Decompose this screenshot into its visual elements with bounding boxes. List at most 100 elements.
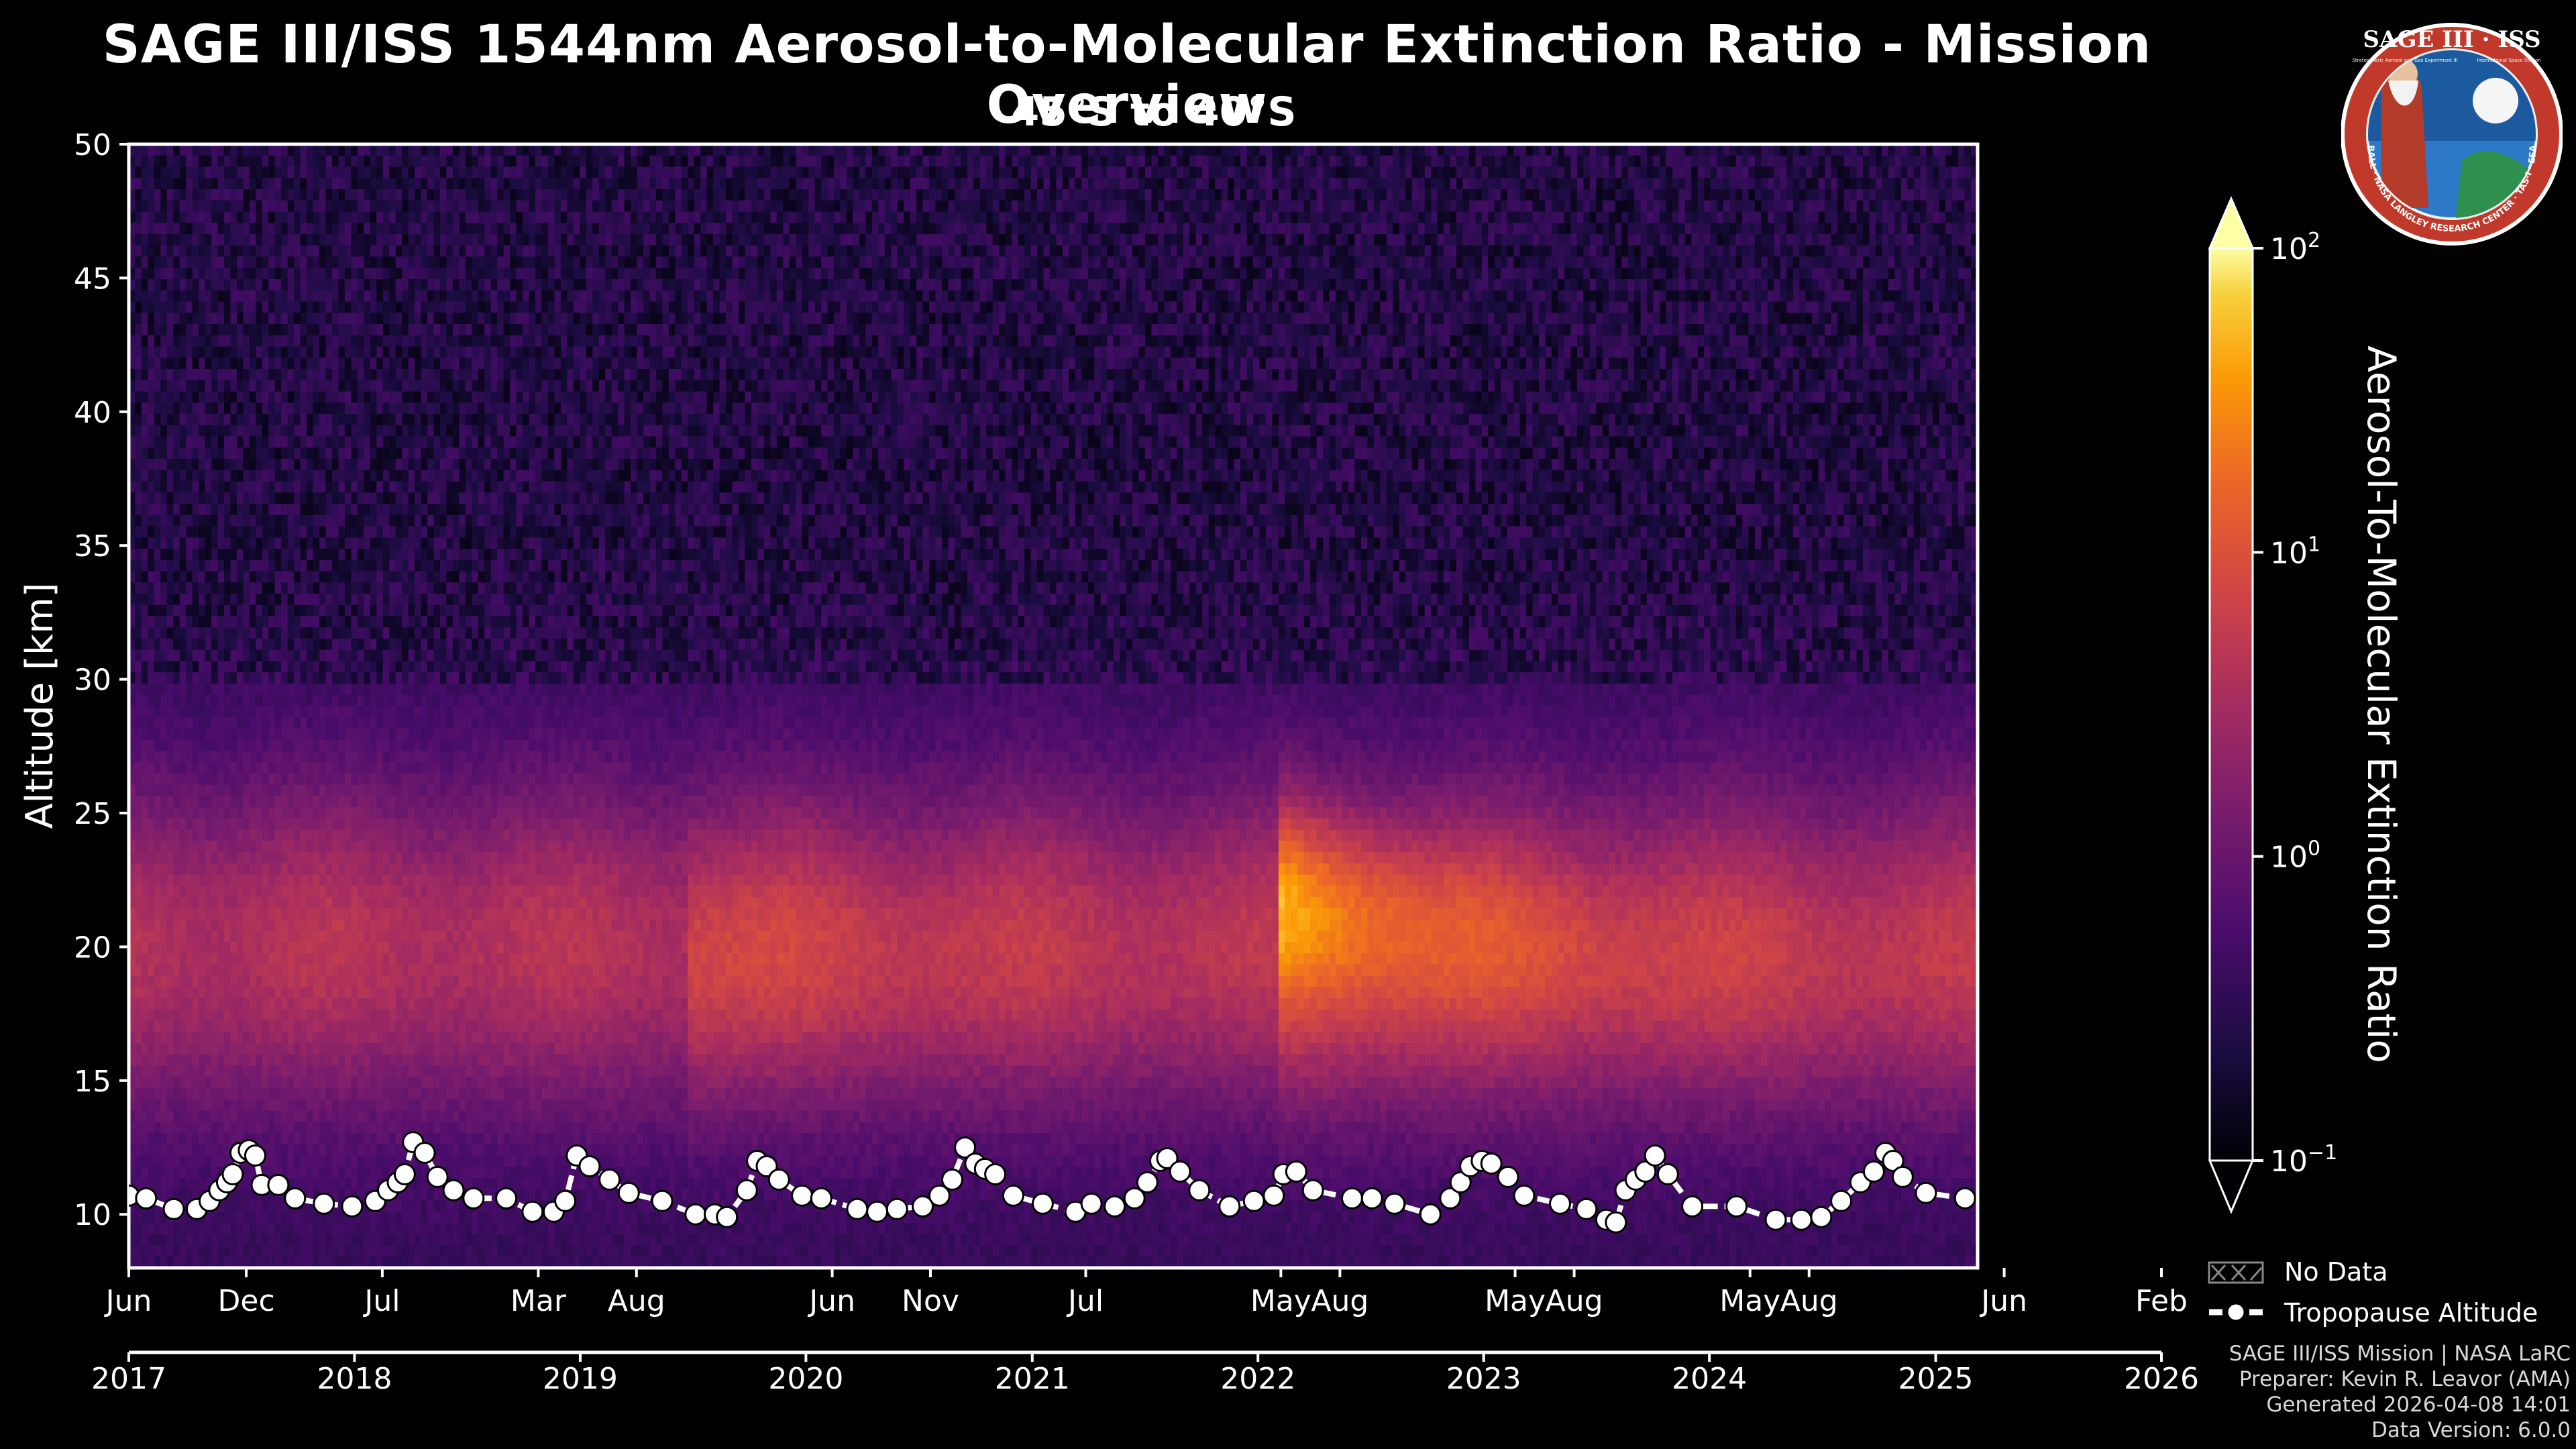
heatmap-cell: [193, 369, 199, 381]
heatmap-cell: [376, 830, 383, 842]
heatmap-cell: [275, 751, 282, 763]
heatmap-cell: [250, 212, 256, 224]
heatmap-cell: [326, 425, 333, 437]
heatmap-cell: [281, 437, 288, 449]
heatmap-cell: [307, 212, 313, 224]
heatmap-cell: [148, 605, 154, 617]
heatmap-cell: [338, 841, 345, 853]
heatmap-cell: [237, 695, 244, 707]
heatmap-cell: [421, 841, 428, 853]
heatmap-cell: [205, 1010, 212, 1022]
heatmap-cell: [224, 167, 231, 179]
heatmap-cell: [294, 447, 301, 460]
heatmap-cell: [364, 234, 370, 246]
heatmap-cell: [427, 572, 434, 584]
heatmap-cell: [262, 144, 269, 156]
heatmap-cell: [180, 582, 186, 594]
heatmap-cell: [135, 302, 142, 314]
heatmap-cell: [351, 447, 358, 460]
heatmap-cell: [427, 706, 434, 718]
heatmap-cell: [205, 1122, 212, 1134]
heatmap-cell: [199, 627, 205, 639]
heatmap-cell: [345, 201, 352, 213]
heatmap-cell: [211, 1156, 218, 1168]
heatmap-cell: [256, 639, 262, 651]
heatmap-cell: [307, 358, 313, 370]
heatmap-cell: [243, 201, 250, 213]
heatmap-cell: [358, 537, 364, 549]
heatmap-cell: [396, 942, 402, 954]
heatmap-cell: [180, 1144, 186, 1157]
heatmap-cell: [243, 1066, 250, 1078]
heatmap-cell: [237, 650, 244, 662]
heatmap-cell: [332, 627, 339, 639]
heatmap-cell: [142, 482, 148, 494]
heatmap-cell: [319, 1021, 326, 1033]
heatmap-cell: [142, 1156, 148, 1168]
heatmap-cell: [268, 189, 275, 201]
heatmap-cell: [301, 729, 307, 741]
heatmap-cell: [218, 515, 225, 527]
heatmap-cell: [396, 830, 402, 842]
heatmap-cell: [186, 886, 193, 898]
heatmap-cell: [402, 437, 409, 449]
heatmap-cell: [402, 223, 409, 235]
heatmap-cell: [173, 863, 180, 875]
heatmap-cell: [218, 223, 225, 235]
heatmap-cell: [218, 762, 225, 774]
heatmap-cell: [402, 290, 409, 303]
heatmap-cell: [135, 639, 142, 651]
heatmap-cell: [262, 335, 269, 347]
heatmap-cell: [415, 863, 421, 875]
heatmap-cell: [288, 886, 294, 898]
heatmap-cell: [434, 897, 441, 909]
heatmap-cell: [345, 1122, 352, 1134]
heatmap-cell: [186, 257, 193, 269]
heatmap-cell: [142, 290, 148, 303]
heatmap-cell: [370, 627, 377, 639]
heatmap-cell: [376, 414, 383, 426]
heatmap-cell: [173, 706, 180, 718]
heatmap-cell: [218, 908, 225, 920]
heatmap-cell: [294, 1088, 301, 1100]
heatmap-cell: [180, 965, 186, 977]
heatmap-cell: [173, 616, 180, 629]
heatmap-cell: [319, 1144, 326, 1157]
heatmap-cell: [332, 1077, 339, 1089]
heatmap-cell: [301, 976, 307, 988]
heatmap-cell: [402, 402, 409, 415]
heatmap-cell: [193, 897, 199, 909]
heatmap-cell: [167, 1088, 174, 1100]
heatmap-cell: [231, 482, 237, 494]
heatmap-cell: [180, 302, 186, 314]
heatmap-cell: [421, 650, 428, 662]
heatmap-cell: [351, 1010, 358, 1022]
heatmap-cell: [256, 1077, 262, 1089]
heatmap-cell: [193, 616, 199, 629]
heatmap-cell: [167, 953, 174, 965]
heatmap-cell: [434, 920, 441, 932]
heatmap-cell: [243, 729, 250, 741]
heatmap-cell: [148, 1111, 154, 1123]
heatmap-cell: [186, 482, 193, 494]
heatmap-cell: [211, 402, 218, 415]
heatmap-cell: [364, 729, 370, 741]
heatmap-cell: [427, 324, 434, 336]
heatmap-cell: [389, 729, 396, 741]
heatmap-cell: [434, 1212, 441, 1224]
heatmap-cell: [250, 672, 256, 684]
heatmap-cell: [160, 1010, 167, 1022]
heatmap-cell: [351, 785, 358, 797]
heatmap-cell: [440, 279, 447, 291]
heatmap-cell: [370, 785, 377, 797]
heatmap-cell: [301, 414, 307, 426]
heatmap-cell: [358, 1122, 364, 1134]
heatmap-cell: [326, 582, 333, 594]
heatmap-cell: [154, 953, 161, 965]
heatmap-cell: [389, 212, 396, 224]
heatmap-cell: [160, 537, 167, 549]
heatmap-cell: [268, 1055, 275, 1067]
heatmap-cell: [154, 841, 161, 853]
heatmap-cell: [358, 706, 364, 718]
heatmap-cell: [256, 470, 262, 482]
